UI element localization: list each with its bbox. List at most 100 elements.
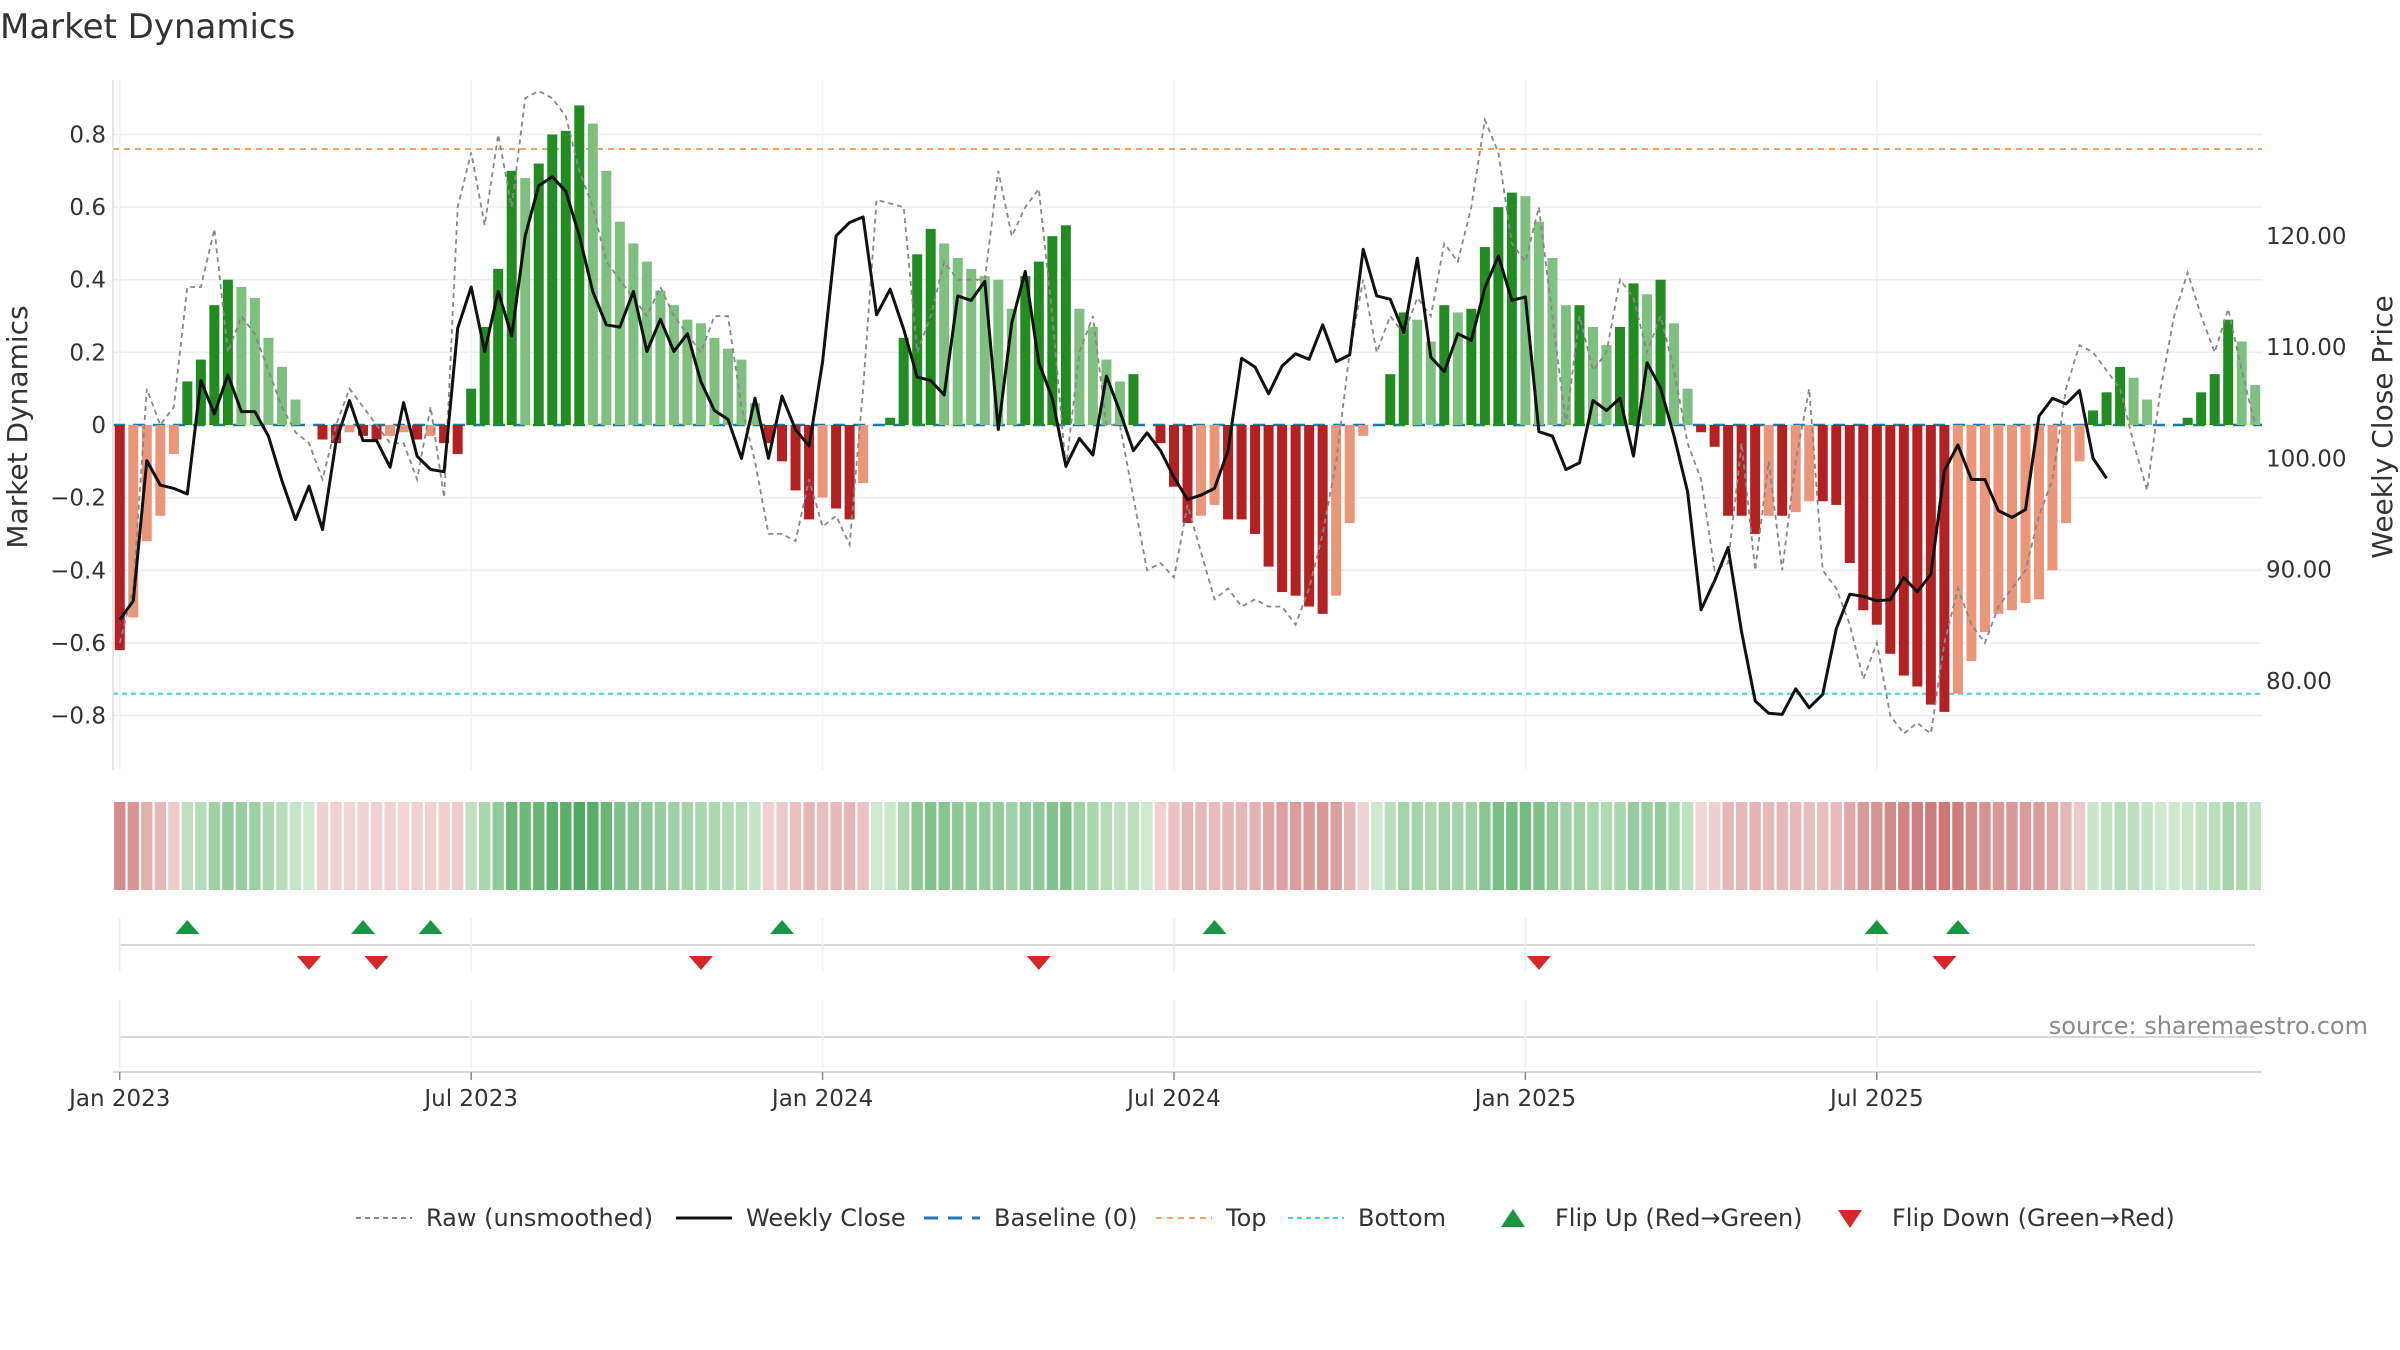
regime-cell-27 [479, 802, 491, 890]
regime-cell-108 [1573, 802, 1586, 890]
regime-cell-146 [2087, 802, 2099, 890]
flip-up-marker-3 [770, 920, 795, 934]
bar-5 [182, 381, 193, 425]
bar-54 [844, 425, 855, 520]
regime-cell-87 [1289, 802, 1302, 890]
bar-82 [1223, 425, 1234, 520]
regime-cell-95 [1398, 802, 1410, 890]
bar-126 [1817, 425, 1828, 502]
bar-117 [1696, 425, 1707, 433]
bar-13 [290, 399, 301, 425]
regime-cell-9 [235, 802, 248, 890]
bar-133 [1912, 425, 1923, 687]
regime-cell-41 [668, 802, 680, 890]
y-tick-left-4: 0 [91, 413, 106, 439]
bar-51 [804, 425, 815, 520]
legend-item-bottom: Bottom [1288, 1204, 1446, 1232]
bar-92 [1358, 425, 1369, 436]
bar-110 [1601, 345, 1612, 425]
bar-147 [2101, 392, 2112, 425]
bar-52 [817, 425, 828, 498]
regime-cell-76 [1141, 802, 1153, 890]
bar-121 [1750, 425, 1761, 534]
bar-46 [736, 359, 747, 425]
flip-up-marker-5 [1864, 920, 1889, 934]
regime-cell-111 [1614, 802, 1626, 890]
bar-9 [236, 287, 247, 425]
bar-64 [979, 276, 990, 425]
bar-106 [1547, 257, 1558, 425]
regime-cell-22 [411, 802, 423, 890]
regime-cell-151 [2154, 802, 2167, 890]
bar-88 [1304, 425, 1315, 607]
regime-cell-141 [2019, 802, 2032, 890]
regime-cell-128 [1844, 802, 1856, 890]
flip-up-marker-6 [1945, 920, 1970, 934]
bar-144 [2061, 425, 2072, 524]
regime-cell-132 [1898, 802, 1910, 890]
regime-cell-37 [614, 802, 626, 890]
bar-47 [749, 403, 760, 425]
bar-111 [1615, 326, 1626, 425]
regime-cell-89 [1316, 802, 1329, 890]
regime-cell-115 [1668, 802, 1680, 890]
bar-40 [655, 290, 666, 425]
bar-141 [2020, 425, 2031, 603]
bar-72 [1087, 326, 1098, 425]
regime-cell-96 [1411, 802, 1423, 890]
regime-cell-66 [1006, 802, 1018, 890]
regime-cell-139 [1992, 802, 2005, 890]
regime-cell-0 [114, 802, 126, 890]
bar-103 [1506, 192, 1517, 425]
regime-cell-155 [2209, 802, 2221, 890]
bar-95 [1398, 312, 1409, 425]
regime-cell-46 [735, 802, 748, 890]
regime-cell-121 [1749, 802, 1761, 890]
bar-155 [2209, 374, 2220, 425]
regime-cell-103 [1506, 802, 1518, 890]
regime-cell-23 [424, 802, 437, 890]
bar-109 [1587, 326, 1598, 425]
bar-17 [344, 425, 355, 433]
regime-cell-42 [681, 802, 694, 890]
regime-cell-102 [1492, 802, 1505, 890]
bar-98 [1439, 305, 1450, 425]
bar-157 [2236, 341, 2247, 425]
regime-cell-135 [1938, 802, 1951, 890]
regime-cell-143 [2046, 802, 2059, 890]
y-axis-label-left: Market Dynamics [1, 305, 34, 548]
regime-cell-1 [127, 802, 139, 890]
bar-127 [1831, 425, 1842, 505]
regime-cell-119 [1722, 802, 1734, 890]
y-tick-left-6: −0.4 [50, 558, 106, 584]
regime-cell-33 [560, 802, 572, 890]
legend-label-flip_down: Flip Down (Green→Red) [1892, 1204, 2175, 1232]
bar-8 [222, 279, 233, 425]
bar-66 [1006, 308, 1017, 425]
flip-down-marker-2 [688, 956, 713, 970]
regime-cell-4 [168, 802, 180, 890]
bar-145 [2074, 425, 2085, 462]
regime-cell-74 [1114, 802, 1126, 890]
regime-cell-98 [1438, 802, 1450, 890]
regime-cell-51 [803, 802, 815, 890]
regime-cell-113 [1641, 802, 1653, 890]
bar-12 [276, 366, 287, 425]
regime-cell-5 [181, 802, 194, 890]
regime-cell-15 [316, 802, 329, 890]
dynamics-bars [114, 105, 2261, 712]
regime-cell-93 [1371, 802, 1383, 890]
bar-71 [1074, 308, 1085, 425]
regime-cell-3 [154, 802, 166, 890]
regime-cell-45 [722, 802, 734, 890]
regime-cell-69 [1046, 802, 1059, 890]
regime-cell-92 [1357, 802, 1369, 890]
bar-105 [1533, 221, 1544, 425]
bar-148 [2115, 366, 2126, 425]
regime-cell-153 [2181, 802, 2194, 890]
bar-15 [317, 425, 328, 440]
bar-149 [2128, 377, 2139, 425]
bar-91 [1344, 425, 1355, 524]
bar-55 [858, 425, 869, 484]
bar-130 [1871, 425, 1882, 625]
